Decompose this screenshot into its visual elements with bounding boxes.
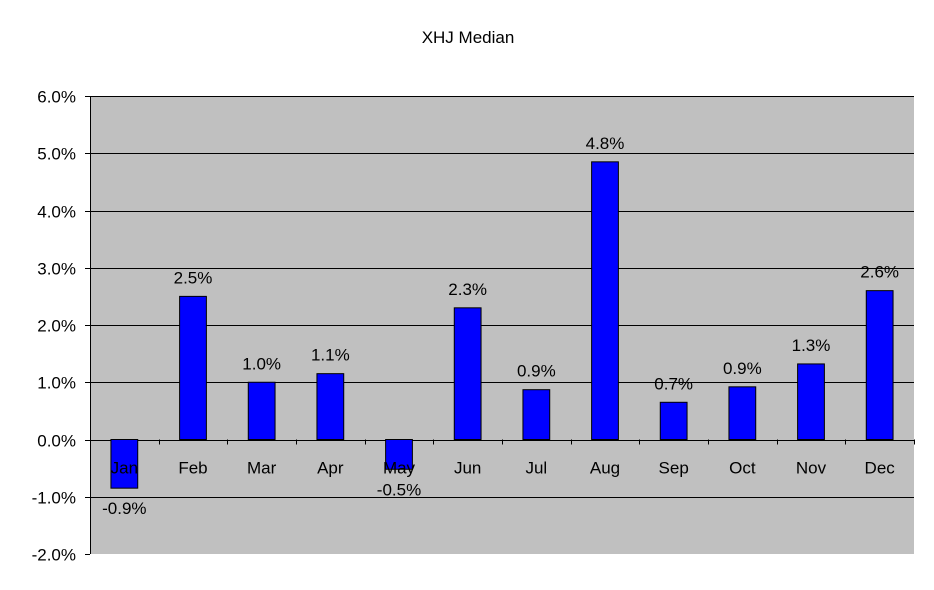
y-tick-label: -1.0% xyxy=(32,489,76,508)
x-category-label: Aug xyxy=(590,459,620,478)
bar-nov xyxy=(797,363,825,440)
bar-feb xyxy=(179,295,207,440)
data-label: 2.5% xyxy=(174,268,213,287)
data-label: 1.1% xyxy=(311,346,350,365)
data-label: -0.9% xyxy=(102,499,146,518)
data-label: 0.7% xyxy=(654,374,693,393)
x-category-label: Sep xyxy=(659,459,689,478)
x-category-label: Jul xyxy=(525,459,547,478)
chart-title: XHJ Median xyxy=(422,28,515,47)
bar-jan xyxy=(110,439,139,489)
y-tick-label: 0.0% xyxy=(37,432,76,451)
bars xyxy=(110,161,894,489)
bar-aug xyxy=(591,161,619,440)
y-tick-label: 3.0% xyxy=(37,260,76,279)
data-label: 0.9% xyxy=(723,359,762,378)
y-tick-label: 6.0% xyxy=(37,88,76,107)
data-label: 1.3% xyxy=(792,336,831,355)
data-label: 2.3% xyxy=(448,280,487,299)
bar-jul xyxy=(522,389,551,441)
y-tick-label: 2.0% xyxy=(37,317,76,336)
bar-jun xyxy=(453,307,482,441)
x-category-label: Feb xyxy=(178,459,207,478)
data-label: -0.5% xyxy=(377,480,421,499)
y-tick-label: 4.0% xyxy=(37,203,76,222)
axes: -2.0% -1.0% 0.0% 1.0% 2.0% 3.0% 4.0% 5.0% 6.0% xyxy=(32,88,915,565)
x-category-label: Dec xyxy=(865,459,896,478)
x-category-label: Apr xyxy=(317,459,344,478)
bar-apr xyxy=(316,373,345,441)
y-tick-label: -2.0% xyxy=(32,546,76,565)
x-category-label: Oct xyxy=(729,459,756,478)
data-label: 0.9% xyxy=(517,362,556,381)
bar-dec xyxy=(865,290,894,440)
bar-oct xyxy=(728,386,757,440)
x-category-label: Jun xyxy=(454,459,481,478)
bar-may xyxy=(385,439,413,470)
x-category-label: Jan xyxy=(111,459,138,478)
x-category-label: May xyxy=(383,459,416,478)
y-tick-label: 1.0% xyxy=(37,374,76,393)
data-label: 2.6% xyxy=(860,263,899,282)
labels: Jan -0.9% Feb 2.5% Mar 1.0% Apr 1.1% May -0.5% Jun… xyxy=(102,134,899,518)
data-label: 1.0% xyxy=(242,354,281,373)
bar-mar xyxy=(247,381,276,440)
x-category-label: Mar xyxy=(247,459,277,478)
y-tick-label: 5.0% xyxy=(37,145,76,164)
bar-sep xyxy=(659,401,688,441)
x-category-label: Nov xyxy=(796,459,827,478)
data-label: 4.8% xyxy=(586,134,625,153)
